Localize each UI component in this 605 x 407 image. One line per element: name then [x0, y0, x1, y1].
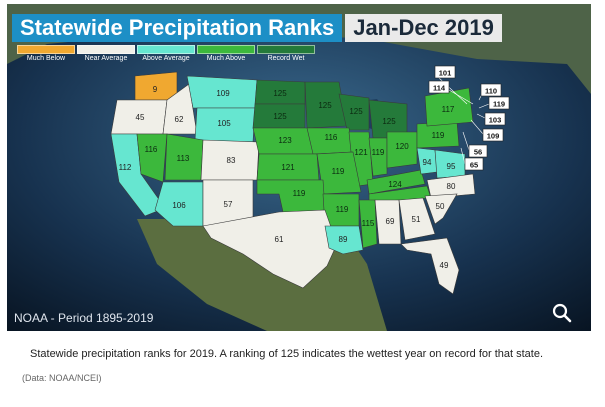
magnifier-icon[interactable]: [551, 302, 573, 324]
callout-label-me: 110: [485, 87, 497, 96]
rank-label-mi: 125: [382, 117, 396, 126]
legend-swatch: [17, 45, 75, 54]
rank-label-ga: 51: [412, 215, 421, 224]
rank-label-mn: 125: [318, 101, 332, 110]
legend-label: Near Average: [84, 55, 128, 62]
legend-label: Much Above: [206, 55, 246, 62]
map-panel: 9 45 62 109 105 125 125 125 125 125 112 …: [7, 4, 591, 331]
rank-label-tx: 61: [275, 235, 284, 244]
rank-label-mo: 119: [332, 167, 345, 176]
rank-label-nc: 80: [447, 182, 456, 191]
rank-label-or: 45: [136, 113, 145, 122]
northeast-callouts: 101 114 110 119 103: [428, 65, 510, 171]
rank-label-mt: 109: [216, 89, 230, 98]
state-sc: [424, 193, 458, 225]
map-title-bar: Statewide Precipitation Ranks Jan-Dec 20…: [12, 14, 502, 42]
rank-label-ut: 113: [177, 154, 190, 163]
rank-label-pa: 119: [432, 131, 445, 140]
legend-item-record-wet: Record Wet: [257, 45, 315, 62]
state-ms: [358, 199, 378, 249]
rank-label-in: 119: [372, 148, 385, 157]
callout-nj: 56: [462, 131, 488, 158]
rank-label-wy: 105: [217, 119, 231, 128]
callout-label-ma: 119: [493, 100, 505, 109]
data-credit: (Data: NOAA/NCEI): [22, 373, 102, 383]
state-in: [368, 137, 388, 177]
rank-label-ok: 119: [293, 189, 306, 198]
callout-label-de: 65: [470, 161, 478, 170]
rank-label-ar: 119: [336, 205, 349, 214]
rank-label-wi: 125: [349, 107, 363, 116]
rank-label-sd: 125: [273, 112, 287, 121]
rank-label-nm: 57: [224, 200, 233, 209]
rank-label-fl: 49: [440, 261, 449, 270]
callout-de: 65: [460, 147, 484, 171]
state-ky: [366, 169, 426, 195]
legend-item-much-above: Much Above: [197, 45, 255, 62]
legend-swatch: [77, 45, 135, 54]
state-la: [324, 225, 364, 255]
legend: Much Below Near Average Above Average Mu…: [17, 45, 315, 62]
callout-label-nh: 114: [433, 84, 446, 93]
data-period-label: NOAA - Period 1895-2019: [14, 311, 154, 325]
legend-item-much-below: Much Below: [17, 45, 75, 62]
legend-label: Above Average: [142, 55, 190, 62]
rank-label-oh: 120: [395, 142, 409, 151]
callout-ri: 103: [476, 112, 506, 126]
legend-label: Record Wet: [267, 55, 305, 62]
rank-label-il: 121: [354, 148, 368, 157]
callout-ma: 119: [478, 96, 510, 110]
rank-label-wv: 94: [423, 158, 432, 167]
rank-label-la: 89: [339, 235, 348, 244]
legend-item-above-average: Above Average: [137, 45, 195, 62]
rank-label-nd: 125: [273, 89, 287, 98]
legend-swatch: [137, 45, 195, 54]
rank-label-ca: 112: [119, 163, 132, 172]
rank-label-ks: 121: [281, 163, 295, 172]
rank-label-az: 106: [172, 201, 186, 210]
callout-label-ct: 109: [487, 132, 500, 141]
state-fl: [400, 237, 460, 295]
state-tx: [202, 209, 338, 289]
rank-label-ia: 116: [325, 133, 338, 142]
rank-label-nv: 116: [145, 145, 158, 154]
state-polygons: [110, 71, 476, 295]
callout-label-vt: 101: [439, 69, 452, 78]
legend-label: Much Below: [26, 55, 66, 62]
callout-label-ri: 103: [489, 116, 502, 125]
rank-label-co: 83: [227, 156, 236, 165]
rank-label-ky: 124: [388, 180, 402, 189]
state-wi: [338, 93, 370, 131]
callout-me: 110: [478, 83, 502, 101]
rank-label-ne: 123: [278, 136, 292, 145]
callout-ct: 109: [470, 119, 504, 142]
rank-label-al: 69: [386, 217, 395, 226]
rank-label-id: 62: [175, 115, 184, 124]
state-nc: [426, 173, 476, 199]
rank-label-va: 95: [447, 162, 456, 171]
legend-swatch: [257, 45, 315, 54]
callout-nh: 114: [428, 80, 474, 105]
legend-swatch: [197, 45, 255, 54]
rank-label-wa: 9: [153, 85, 158, 94]
state-az: [154, 181, 204, 227]
rank-label-ms: 115: [362, 219, 375, 228]
rank-label-sc: 50: [436, 202, 445, 211]
legend-item-near-average: Near Average: [77, 45, 135, 62]
figure-caption: Statewide precipitation ranks for 2019. …: [30, 348, 544, 360]
us-precip-map: 9 45 62 109 105 125 125 125 125 125 112 …: [7, 4, 591, 331]
rank-label-ny: 117: [442, 105, 455, 114]
state-oh: [386, 131, 418, 169]
state-ga: [398, 197, 436, 241]
map-title: Statewide Precipitation Ranks: [12, 14, 343, 42]
map-period: Jan-Dec 2019: [345, 14, 502, 42]
state-rank-labels: 9 45 62 109 105 125 125 125 125 125 112 …: [119, 85, 456, 270]
callout-label-nj: 56: [474, 148, 482, 157]
